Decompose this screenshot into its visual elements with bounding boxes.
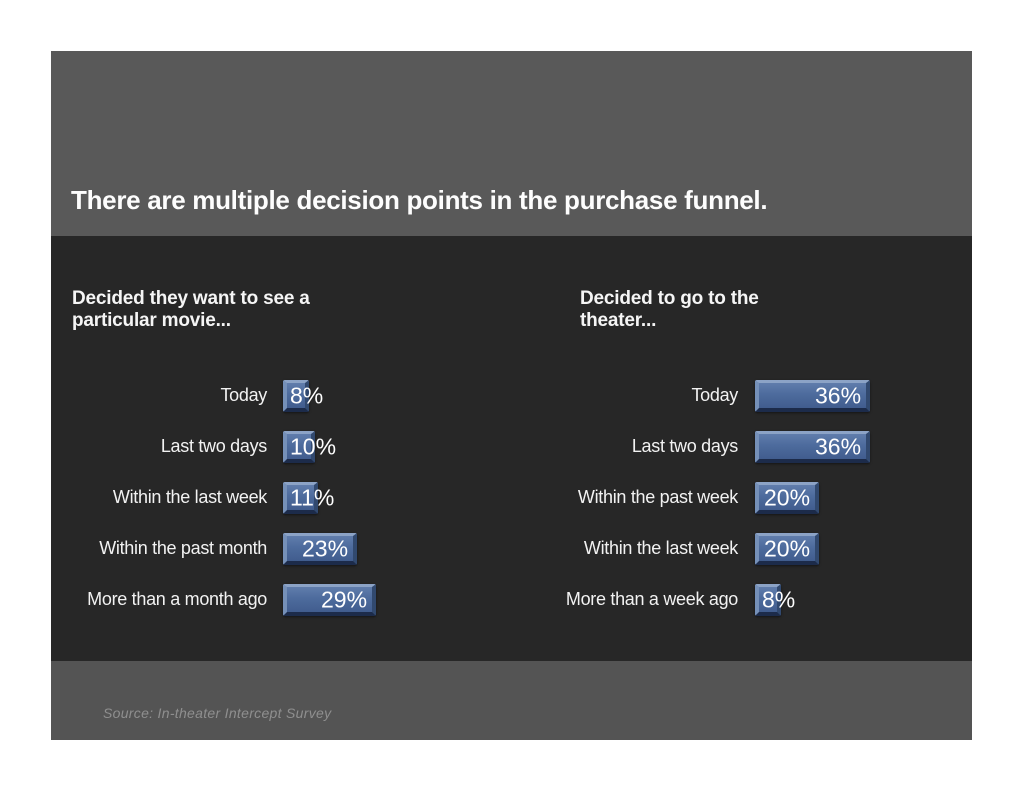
bar-area: 8% bbox=[283, 379, 512, 412]
category-label: Within the last week bbox=[112, 487, 267, 507]
bar-area: 36% bbox=[755, 430, 953, 463]
bar bbox=[283, 481, 318, 514]
slide-title: There are multiple decision points in th… bbox=[71, 185, 768, 215]
value-label: 29% bbox=[321, 586, 368, 612]
value-label: 8% bbox=[762, 586, 796, 612]
chart-row: Within the last week 11% bbox=[72, 472, 512, 523]
bar bbox=[755, 481, 819, 514]
category-label: Today bbox=[691, 385, 738, 405]
bar-area: 10% bbox=[283, 430, 512, 463]
bar-area: 8% bbox=[755, 583, 953, 616]
value-label: 36% bbox=[815, 382, 862, 408]
category-label: More than a week ago bbox=[565, 589, 738, 609]
chart-row: Today 8% bbox=[72, 370, 512, 421]
bar bbox=[283, 379, 309, 412]
chart-row: Within the past month 23% bbox=[72, 523, 512, 574]
bar bbox=[283, 583, 376, 616]
chart-row: Last two days 10% bbox=[72, 421, 512, 472]
category-label: More than a month ago bbox=[87, 589, 267, 609]
bar-area: 20% bbox=[755, 481, 953, 514]
chart-heading-theater: Decided to go to the theater... bbox=[580, 288, 759, 331]
category-label: Last two days bbox=[160, 436, 267, 456]
bar bbox=[755, 430, 870, 463]
value-label: 20% bbox=[764, 484, 811, 510]
slide-footer: Source: In-theater Intercept Survey bbox=[51, 661, 972, 740]
value-label: 23% bbox=[302, 535, 349, 561]
bar bbox=[755, 532, 819, 565]
slide: There are multiple decision points in th… bbox=[51, 51, 972, 740]
chart-row: More than a week ago 8% bbox=[553, 574, 953, 625]
category-label: Within the last week bbox=[583, 538, 738, 558]
slide-body: Decided they want to see a particular mo… bbox=[51, 236, 972, 661]
chart-heading-movie: Decided they want to see a particular mo… bbox=[72, 288, 310, 331]
chart-rows: Today 36% Last two days 36% Within the past … bbox=[553, 370, 953, 625]
chart-rows: Today 8% Last two days 10% Within the last w… bbox=[72, 370, 512, 625]
chart-theater-decision: Decided to go to the theater... Today 36%… bbox=[553, 288, 953, 661]
chart-row: Today 36% bbox=[553, 370, 953, 421]
chart-row: Within the past week 20% bbox=[553, 472, 953, 523]
bar bbox=[755, 583, 781, 616]
chart-movie-decision: Decided they want to see a particular mo… bbox=[72, 288, 512, 661]
bar bbox=[283, 430, 315, 463]
bar bbox=[755, 379, 870, 412]
category-label: Today bbox=[220, 385, 267, 405]
bar-area: 11% bbox=[283, 481, 512, 514]
value-label: 20% bbox=[764, 535, 811, 561]
chart-row: Last two days 36% bbox=[553, 421, 953, 472]
value-label: 8% bbox=[290, 382, 324, 408]
value-label: 11% bbox=[290, 484, 335, 510]
slide-header: There are multiple decision points in th… bbox=[51, 51, 972, 236]
value-label: 36% bbox=[815, 433, 862, 459]
category-label: Last two days bbox=[631, 436, 738, 456]
source-text: Source: In-theater Intercept Survey bbox=[103, 705, 332, 721]
category-label: Within the past week bbox=[577, 487, 738, 507]
category-label: Within the past month bbox=[99, 538, 267, 558]
bar bbox=[283, 532, 357, 565]
bar-area: 20% bbox=[755, 532, 953, 565]
bar-area: 29% bbox=[283, 583, 512, 616]
bar-area: 36% bbox=[755, 379, 953, 412]
chart-row: More than a month ago 29% bbox=[72, 574, 512, 625]
bar-area: 23% bbox=[283, 532, 512, 565]
chart-row: Within the last week 20% bbox=[553, 523, 953, 574]
value-label: 10% bbox=[290, 433, 337, 459]
